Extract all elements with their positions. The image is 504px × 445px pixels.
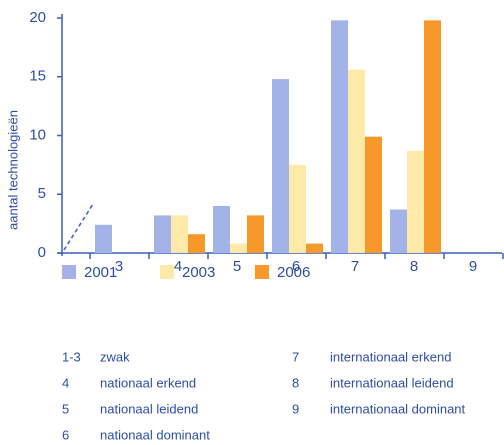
note-label: zwak <box>100 349 130 364</box>
x-tick-label: 3 <box>115 258 123 275</box>
x-tick-label: 5 <box>233 258 241 275</box>
bar <box>272 79 289 253</box>
bar <box>171 215 188 253</box>
legend-swatch <box>160 265 174 279</box>
bar <box>247 215 264 253</box>
x-tick-label: 9 <box>469 258 477 275</box>
bar <box>348 69 365 253</box>
bar <box>306 243 323 253</box>
note-code: 4 <box>62 375 69 390</box>
note-label: internationaal dominant <box>330 401 466 416</box>
bar <box>230 243 247 253</box>
y-tick-label: 15 <box>29 68 46 85</box>
note-code: 6 <box>62 427 69 442</box>
note-code: 7 <box>292 349 299 364</box>
legend-swatch <box>62 265 76 279</box>
note-code: 9 <box>292 401 299 416</box>
y-tick-label: 0 <box>38 244 46 261</box>
x-tick-label: 7 <box>351 258 359 275</box>
note-label: nationaal erkend <box>100 375 196 390</box>
legend-label: 2003 <box>182 264 215 281</box>
y-tick-label: 10 <box>29 126 46 143</box>
bar <box>365 136 382 253</box>
bar <box>331 20 348 253</box>
bar <box>424 20 441 253</box>
bar <box>95 224 112 253</box>
note-code: 1-3 <box>62 349 81 364</box>
note-code: 8 <box>292 375 299 390</box>
x-tick-label: 6 <box>292 258 300 275</box>
bar <box>213 206 230 253</box>
legend-swatch <box>255 265 269 279</box>
bar <box>390 209 407 253</box>
x-tick-label: 8 <box>410 258 418 275</box>
y-tick-label: 20 <box>29 9 46 26</box>
bar <box>407 150 424 253</box>
y-tick-label: 5 <box>38 185 46 202</box>
x-tick-label: 4 <box>174 258 182 275</box>
bar <box>154 215 171 253</box>
axis-break <box>63 203 94 251</box>
note-code: 5 <box>62 401 69 416</box>
note-label: nationaal leidend <box>100 401 198 416</box>
bar <box>289 164 306 253</box>
y-axis-label: aantal technologieën <box>5 110 20 230</box>
note-label: internationaal erkend <box>330 349 451 364</box>
legend-label: 2001 <box>84 264 117 281</box>
legend-label: 2006 <box>277 264 310 281</box>
bar <box>188 234 205 253</box>
note-label: nationaal dominant <box>100 427 210 442</box>
note-label: internationaal leidend <box>330 375 454 390</box>
